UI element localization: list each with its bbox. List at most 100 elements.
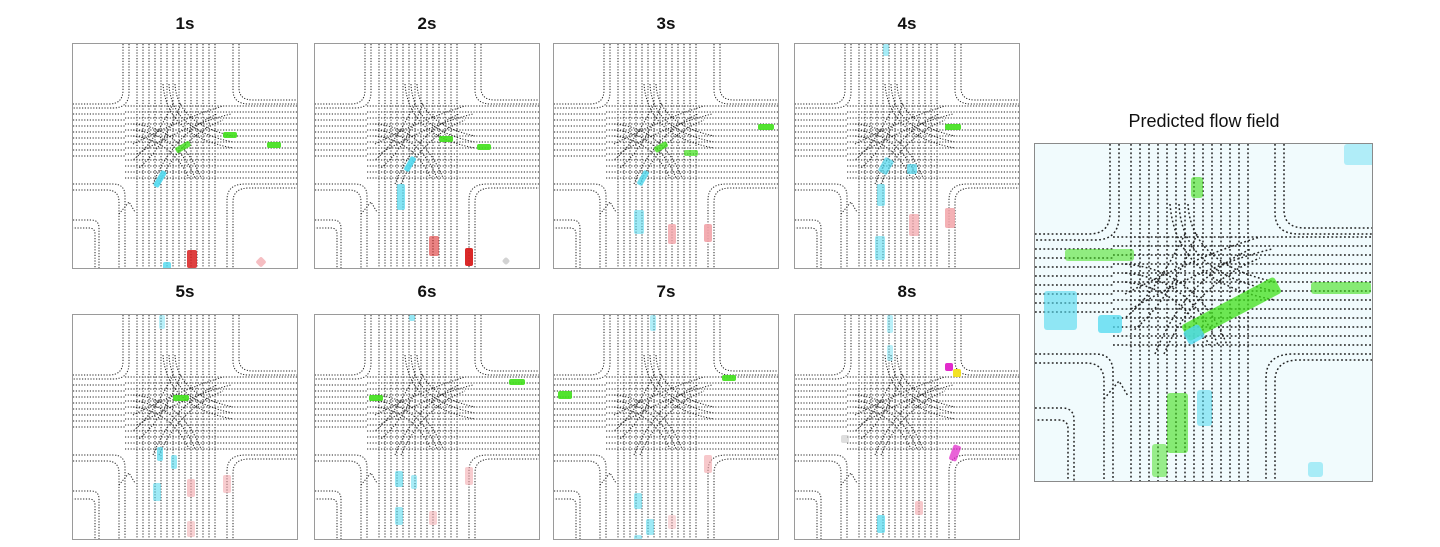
vehicle-occupancy-blob <box>1152 444 1167 477</box>
curb-line <box>474 44 539 105</box>
vehicle-occupancy-blob <box>841 435 849 443</box>
vehicle-occupancy-blob <box>887 345 893 361</box>
curb-line <box>713 44 778 105</box>
vehicle-occupancy-blob <box>878 157 894 175</box>
curb-line <box>707 183 778 268</box>
flow-field-map <box>1035 144 1372 481</box>
turning-path <box>374 103 416 161</box>
occupancy-panel-6s <box>314 314 540 540</box>
curb-line <box>1035 407 1075 481</box>
turning-path <box>1169 203 1276 301</box>
curb-line <box>315 44 366 105</box>
vehicle-occupancy-blob <box>395 507 403 525</box>
curb-line <box>360 201 378 215</box>
vehicle-occupancy-blob <box>429 511 437 525</box>
turning-path <box>854 103 896 161</box>
turning-path <box>890 354 956 414</box>
curb-line <box>232 44 297 105</box>
curb-line <box>954 458 1019 539</box>
curb-line <box>73 227 96 268</box>
turning-path <box>613 400 677 450</box>
curb-line <box>707 454 778 539</box>
vehicle-occupancy-blob <box>1344 144 1372 165</box>
turning-path <box>613 374 655 432</box>
curb-line <box>554 227 577 268</box>
turning-path <box>152 113 218 185</box>
vehicle-occupancy-blob <box>634 210 644 234</box>
turning-path <box>174 83 234 137</box>
curb-line <box>948 183 1019 268</box>
vehicle-occupancy-blob <box>758 124 774 130</box>
vehicle-occupancy-blob <box>267 142 281 148</box>
curb-line <box>474 187 539 268</box>
curb-line <box>315 44 372 109</box>
occupancy-panel-2s <box>314 43 540 269</box>
vehicle-occupancy-blob <box>558 391 572 399</box>
curb-line <box>315 454 368 539</box>
curb-line <box>795 227 818 268</box>
curb-line <box>73 460 120 539</box>
vehicle-occupancy-blob <box>634 535 642 539</box>
turning-path <box>613 129 677 179</box>
turning-path <box>394 113 460 185</box>
vehicle-occupancy-blob <box>953 369 961 377</box>
curb-line <box>1274 359 1372 481</box>
panel-title-4s: 4s <box>897 14 917 33</box>
intersection-map <box>315 44 539 268</box>
curb-line <box>554 460 601 539</box>
turning-path <box>896 354 956 408</box>
turning-path <box>378 113 474 155</box>
vehicle-occupancy-blob <box>397 184 405 210</box>
vehicle-occupancy-blob <box>171 455 177 469</box>
lane-network <box>315 315 539 539</box>
curb-line <box>315 315 366 376</box>
vehicle-occupancy-blob <box>187 521 195 537</box>
vehicle-occupancy-blob <box>945 124 961 130</box>
vehicle-occupancy-blob <box>646 519 654 535</box>
curb-line <box>554 44 611 109</box>
curb-line <box>713 187 778 268</box>
curb-line <box>480 44 539 101</box>
vehicle-occupancy-blob <box>668 224 676 244</box>
curb-line <box>795 44 846 105</box>
vehicle-occupancy-blob <box>175 141 191 153</box>
curb-line <box>468 183 539 268</box>
intersection-map <box>73 44 297 268</box>
vehicle-occupancy-blob <box>465 248 473 266</box>
occupancy-panel-7s <box>553 314 779 540</box>
vehicle-occupancy-blob <box>634 493 642 509</box>
turning-path <box>874 384 940 456</box>
curb-line <box>795 44 852 109</box>
curb-line <box>554 183 607 268</box>
vehicle-occupancy-blob <box>159 315 165 329</box>
curb-line <box>954 44 1019 105</box>
turning-path <box>132 400 196 450</box>
turning-path <box>884 354 956 420</box>
curb-line <box>474 315 539 376</box>
vehicle-occupancy-blob <box>915 501 923 515</box>
panel-title-1s: 1s <box>175 14 195 33</box>
vehicle-occupancy-blob <box>887 315 893 333</box>
vehicle-occupancy-blob <box>173 395 189 401</box>
turning-path <box>132 123 202 179</box>
curb-line <box>719 315 778 372</box>
turning-path <box>643 354 715 420</box>
vehicle-occupancy-blob <box>1197 390 1212 426</box>
turning-path <box>1178 203 1276 292</box>
turning-path <box>404 354 476 420</box>
vehicle-occupancy-blob <box>945 363 953 371</box>
curb-line <box>795 315 846 376</box>
curb-line <box>1035 419 1069 481</box>
curb-line <box>118 201 136 215</box>
turning-path <box>136 113 232 155</box>
turning-path <box>374 400 438 450</box>
curb-line <box>73 315 130 380</box>
curb-line <box>360 472 378 486</box>
curb-line <box>73 189 120 268</box>
intersection-map <box>795 315 1019 539</box>
intersection-map <box>554 44 778 268</box>
turning-path <box>613 123 683 179</box>
turning-path <box>854 374 896 432</box>
curb-line <box>315 460 362 539</box>
turning-path <box>854 400 918 450</box>
